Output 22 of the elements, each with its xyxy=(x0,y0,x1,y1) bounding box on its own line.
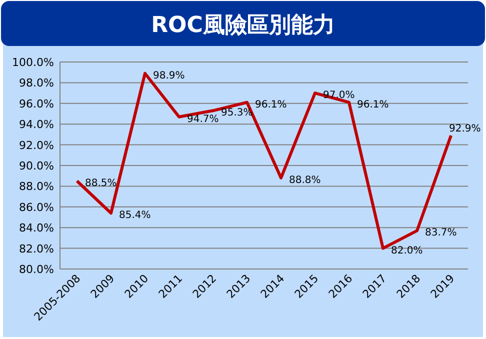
y-tick-label: 92.0% xyxy=(19,138,54,152)
data-label: 88.5% xyxy=(85,178,117,190)
y-tick-label: 82.0% xyxy=(19,242,54,256)
y-tick-label: 86.0% xyxy=(19,200,54,214)
y-tick-label: 100.0% xyxy=(12,56,54,69)
data-label: 96.1% xyxy=(357,99,389,110)
data-label: 85.4% xyxy=(119,210,151,222)
y-tick-label: 96.0% xyxy=(19,97,54,110)
y-tick-label: 80.0% xyxy=(19,263,54,276)
chart-title: ROC風險區別能力 xyxy=(151,13,335,38)
data-label: 82.0% xyxy=(391,245,423,256)
data-label: 92.9% xyxy=(449,123,481,134)
y-tick-label: 90.0% xyxy=(19,160,54,172)
y-tick-label: 98.0% xyxy=(19,76,54,90)
data-label: 96.1% xyxy=(255,99,287,110)
data-label: 88.8% xyxy=(289,174,321,186)
y-tick-label: 88.0% xyxy=(19,180,54,194)
data-label: 98.9% xyxy=(153,70,185,82)
data-label: 94.7% xyxy=(187,114,219,125)
y-tick-label: 84.0% xyxy=(19,222,54,235)
data-label: 83.7% xyxy=(425,228,457,239)
y-tick-label: 94.0% xyxy=(19,118,54,132)
